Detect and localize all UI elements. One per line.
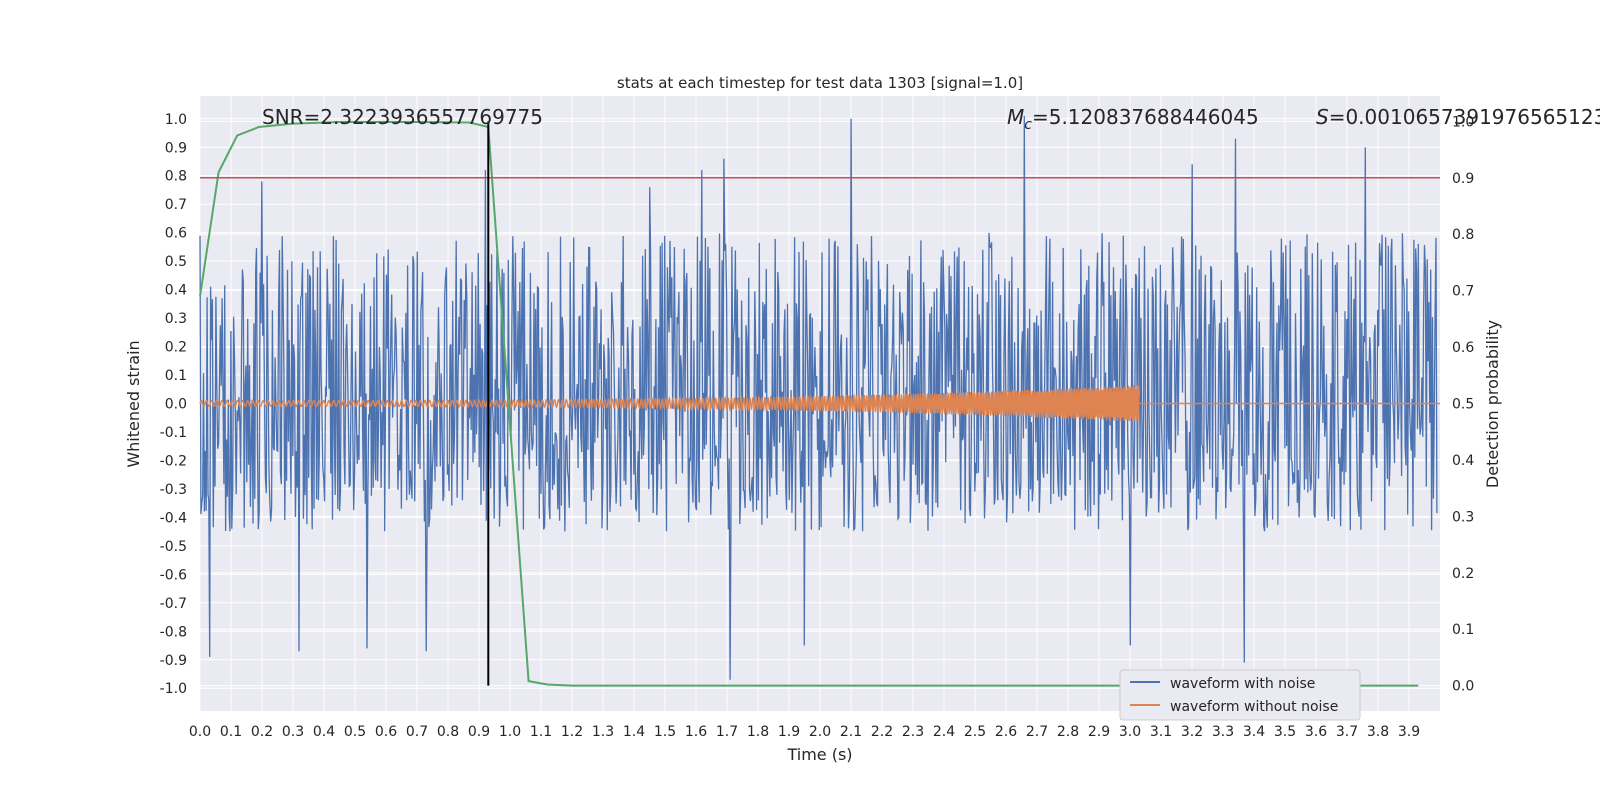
x-tick-label: 0.1	[220, 724, 242, 740]
legend-clean-label: waveform without noise	[1170, 699, 1338, 715]
x-tick-label: 0.3	[282, 724, 304, 740]
x-tick-label: 2.3	[902, 724, 924, 740]
chirp-mass-annotation: Mc=5.120837688446045	[1007, 105, 1259, 133]
y-tick-label: -0.6	[160, 567, 187, 583]
x-tick-label: 1.9	[778, 724, 800, 740]
x-tick-label: 2.6	[995, 724, 1017, 740]
x-tick-label: 2.0	[809, 724, 831, 740]
y-tick-label: 0.9	[165, 140, 187, 156]
x-tick-label: 2.4	[933, 724, 955, 740]
y2-tick-label: 0.4	[1452, 453, 1474, 469]
y2-tick-label: 1.0	[1452, 114, 1474, 130]
chart-title: stats at each timestep for test data 130…	[617, 74, 1023, 92]
x-tick-label: 1.8	[747, 724, 769, 740]
x-tick-label: 0.0	[189, 724, 211, 740]
y-tick-label: -0.1	[160, 425, 187, 441]
legend-box	[1119, 669, 1361, 721]
x-tick-label: 1.1	[530, 724, 552, 740]
noise-waveform-line	[199, 115, 1438, 680]
x-tick-labels: 0.0 0.1 0.2 0.3 0.4 0.5 0.6 0.7 0.8 0.9 1.0 1.1 1.2 1…	[189, 724, 1420, 740]
x-tick-label: 0.8	[437, 724, 459, 740]
x-tick-label: 0.5	[344, 724, 366, 740]
y-axis-label: Whitened strain	[124, 340, 143, 467]
y2-tick-labels: 1.0 0.9 0.8 0.7 0.6 0.5 0.4 0.3 0.2 0.1 0.0	[1452, 114, 1474, 694]
x-tick-label: 0.4	[313, 724, 335, 740]
x-tick-label: 2.1	[840, 724, 862, 740]
x-tick-label: 3.4	[1243, 724, 1265, 740]
y2-tick-label: 0.5	[1452, 397, 1474, 413]
y-tick-label: -0.7	[160, 596, 187, 612]
y-tick-label: -0.9	[160, 653, 187, 669]
y-tick-label: -0.3	[160, 482, 187, 498]
x-tick-label: 3.1	[1150, 724, 1172, 740]
detection-probability-line	[199, 121, 1419, 687]
x-tick-label: 2.2	[871, 724, 893, 740]
x-tick-label: 1.0	[499, 724, 521, 740]
y-tick-label: 0.7	[165, 197, 187, 213]
x-tick-label: 2.8	[1057, 724, 1079, 740]
x-tick-label: 0.9	[468, 724, 490, 740]
x-tick-label: 3.5	[1274, 724, 1296, 740]
y-tick-label: 0.1	[165, 368, 187, 384]
y-tick-label: 0.8	[165, 169, 187, 185]
x-tick-label: 2.5	[964, 724, 986, 740]
x-tick-label: 1.2	[561, 724, 583, 740]
y-tick-labels: 1.0 0.9 0.8 0.7 0.6 0.5 0.4 0.3 0.2 0.1 0.0 -0.1 -0.…	[160, 112, 187, 697]
y2-tick-label: 0.9	[1452, 171, 1474, 187]
y-tick-label: -1.0	[160, 681, 187, 697]
y2-tick-label: 0.8	[1452, 227, 1474, 243]
series-detection-probability	[199, 121, 1419, 687]
x-tick-label: 3.7	[1336, 724, 1358, 740]
clean-waveform-line	[199, 385, 1140, 422]
x-tick-label: 3.2	[1181, 724, 1203, 740]
x-tick-label: 0.6	[375, 724, 397, 740]
y-tick-label: 0.3	[165, 311, 187, 327]
y-tick-label: 0.5	[165, 254, 187, 270]
reference-lines	[200, 121, 1440, 686]
legend: waveform with noise waveform without noi…	[1119, 669, 1361, 721]
x-tick-label: 1.6	[685, 724, 707, 740]
y-tick-label: 0.2	[165, 340, 187, 356]
y-tick-label: -0.2	[160, 453, 187, 469]
x-tick-label: 3.9	[1398, 724, 1420, 740]
y-tick-label: -0.8	[160, 624, 187, 640]
y2-tick-label: 0.0	[1452, 679, 1474, 695]
y-tick-label: -0.4	[160, 510, 187, 526]
y2-tick-label: 0.2	[1452, 566, 1474, 582]
x-tick-label: 0.2	[251, 724, 273, 740]
y-tick-label: 0.0	[165, 397, 187, 413]
s-annotation: S=0.0010657391976565123	[1316, 105, 1600, 129]
y-tick-label: 0.4	[165, 283, 187, 299]
y-tick-label: 0.6	[165, 226, 187, 242]
y-tick-label: 1.0	[165, 112, 187, 128]
y2-tick-label: 0.7	[1452, 284, 1474, 300]
x-axis-label: Time (s)	[786, 745, 852, 764]
y2-tick-label: 0.1	[1452, 622, 1474, 638]
y-tick-label: -0.5	[160, 539, 187, 555]
x-tick-label: 0.7	[406, 724, 428, 740]
x-tick-label: 1.7	[716, 724, 738, 740]
legend-noise-label: waveform with noise	[1170, 676, 1315, 692]
x-tick-label: 2.9	[1088, 724, 1110, 740]
x-tick-label: 3.3	[1212, 724, 1234, 740]
snr-annotation: SNR=2.3223936557769775	[262, 105, 543, 129]
x-tick-label: 2.7	[1026, 724, 1048, 740]
x-tick-label: 3.8	[1367, 724, 1389, 740]
series-waveform-without-noise	[199, 385, 1440, 422]
x-tick-label: 1.5	[654, 724, 676, 740]
y2-axis-label: Detection probability	[1483, 320, 1502, 488]
x-tick-label: 1.3	[592, 724, 614, 740]
x-tick-label: 3.0	[1119, 724, 1141, 740]
y2-tick-label: 0.6	[1452, 340, 1474, 356]
series-waveform-with-noise	[199, 115, 1438, 680]
x-tick-label: 1.4	[623, 724, 645, 740]
y2-tick-label: 0.3	[1452, 509, 1474, 525]
x-tick-label: 3.6	[1305, 724, 1327, 740]
